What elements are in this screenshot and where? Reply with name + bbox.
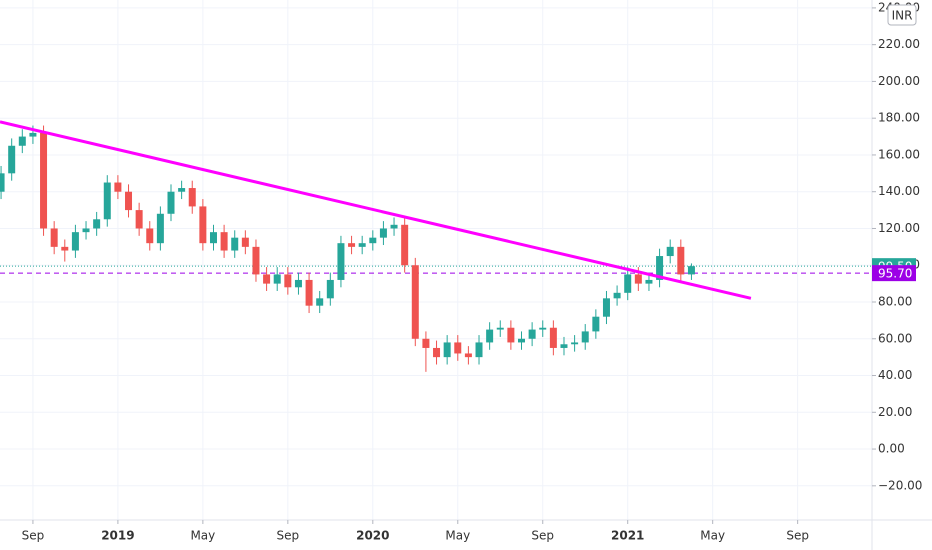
x-tick-label: Sep xyxy=(786,529,809,543)
candle-body xyxy=(518,338,526,343)
candle-body xyxy=(571,342,579,345)
candle-body xyxy=(379,228,387,238)
y-tick-label: −20.00 xyxy=(878,478,922,492)
x-tick-label: May xyxy=(445,529,470,543)
candle-body xyxy=(539,327,547,330)
x-tick-label: 2021 xyxy=(611,529,644,543)
x-tick-label: 2019 xyxy=(101,529,134,543)
y-tick-label: 40.00 xyxy=(878,368,912,382)
candle-body xyxy=(93,219,101,229)
candle-body xyxy=(156,213,164,244)
x-tick-label: Sep xyxy=(531,529,554,543)
currency-box xyxy=(887,4,917,26)
candle-body xyxy=(602,298,610,317)
candle-body xyxy=(422,338,430,348)
candle-body xyxy=(677,246,685,275)
y-tick-label: 140.00 xyxy=(878,184,920,198)
candle-body xyxy=(71,232,79,251)
candle-body xyxy=(50,228,58,247)
candle-body xyxy=(486,329,494,343)
candle-body xyxy=(401,224,409,266)
candle-body xyxy=(464,353,472,358)
candle-body xyxy=(443,342,451,358)
price-label: 95.70 xyxy=(878,267,912,281)
y-tick-label: 200.00 xyxy=(878,74,920,88)
candle-body xyxy=(528,329,536,339)
candle-body xyxy=(220,232,228,251)
candle-body xyxy=(146,228,154,244)
candle-body xyxy=(549,327,557,348)
candle-body xyxy=(337,243,345,280)
candle-body xyxy=(61,246,69,251)
candle-body xyxy=(167,191,175,214)
candle-body xyxy=(613,292,621,299)
candle-body xyxy=(369,237,377,244)
candle-body xyxy=(634,274,642,284)
candle-body xyxy=(188,188,196,207)
candle-body xyxy=(29,132,37,137)
candle-body xyxy=(114,182,122,192)
candle-body xyxy=(411,265,419,339)
candle-body xyxy=(0,173,5,192)
candle-body xyxy=(263,274,271,284)
candle-body xyxy=(294,279,302,288)
y-tick-label: 80.00 xyxy=(878,295,912,309)
price-label-box xyxy=(872,265,916,282)
candle-body xyxy=(454,342,462,354)
currency: INR xyxy=(892,9,913,23)
candle-body xyxy=(348,243,356,247)
candle-body xyxy=(581,331,589,343)
candle-body xyxy=(231,237,239,251)
candle-body xyxy=(125,191,133,211)
candle-body xyxy=(560,344,568,348)
candle-body xyxy=(507,327,515,343)
candle-body xyxy=(284,274,292,288)
candle-body xyxy=(316,298,324,306)
candle-body xyxy=(135,210,143,229)
y-tick-label: 180.00 xyxy=(878,111,920,125)
candle-body xyxy=(82,228,90,233)
candle-body xyxy=(8,145,16,174)
candle-body xyxy=(326,279,334,299)
candle-body xyxy=(475,342,483,358)
candle-body xyxy=(103,182,111,220)
candle-body xyxy=(252,246,260,275)
candle-body xyxy=(624,274,632,293)
x-tick-label: Sep xyxy=(277,529,300,543)
candle-body xyxy=(666,246,674,257)
y-tick-label: 160.00 xyxy=(878,147,920,161)
x-tick-label: May xyxy=(700,529,725,543)
candle-body xyxy=(645,279,653,284)
candle-body xyxy=(241,237,249,247)
y-tick-label: 0.00 xyxy=(878,442,905,456)
y-tick-label: 20.00 xyxy=(878,405,912,419)
y-tick-label: 120.00 xyxy=(878,221,920,235)
y-tick-label: 220.00 xyxy=(878,37,920,51)
x-tick-label: Sep xyxy=(22,529,45,543)
trendline xyxy=(0,120,752,300)
candle-body xyxy=(305,279,313,306)
candle-body xyxy=(178,188,186,192)
candle-body xyxy=(496,327,504,330)
y-tick-label: 60.00 xyxy=(878,331,912,345)
candle-body xyxy=(687,266,695,275)
candle-body xyxy=(390,224,398,229)
candle-body xyxy=(656,256,664,280)
x-tick-label: 2020 xyxy=(356,529,389,543)
candle-body xyxy=(199,206,207,244)
candle-body xyxy=(209,232,217,244)
candle-body xyxy=(592,316,600,332)
candle-body xyxy=(273,274,281,284)
x-tick-label: May xyxy=(190,529,215,543)
candle-body xyxy=(18,136,26,146)
candle-body xyxy=(433,347,441,358)
candle-body xyxy=(358,243,366,247)
candle-body xyxy=(40,132,48,229)
